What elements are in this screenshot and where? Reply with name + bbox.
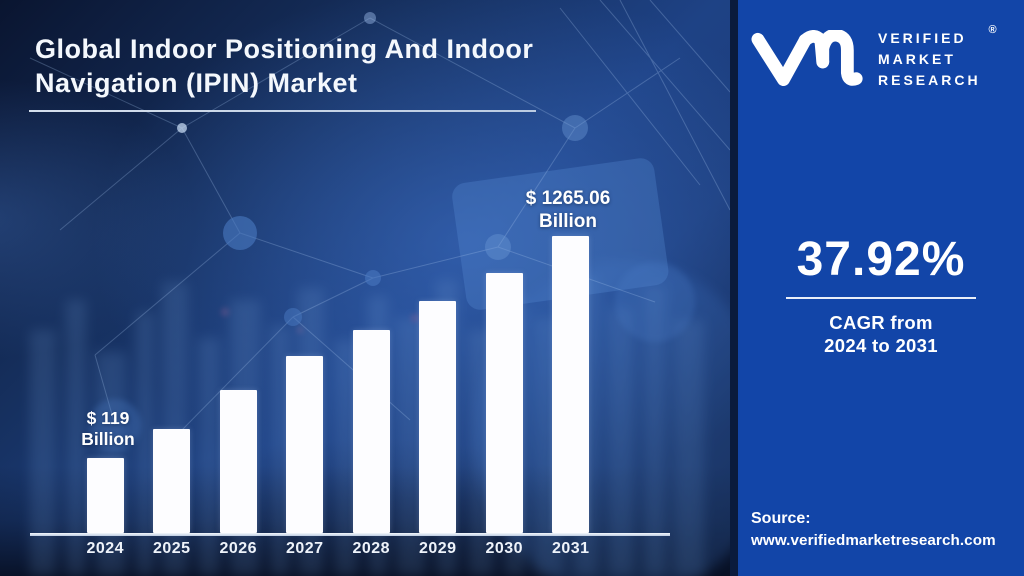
- source-block: Source: www.verifiedmarketresearch.com: [751, 508, 996, 552]
- data-label-2031-value: $ 1265.06: [525, 188, 611, 209]
- data-label-2024-value: $ 119: [86, 408, 130, 428]
- stats-panel: VERIFIED MARKET RESEARCH ® 37.92% CAGR f…: [738, 0, 1024, 576]
- cagr-caption-line1: CAGR from: [829, 312, 933, 333]
- page-title-line2: Navigation (IPIN) Market: [35, 68, 358, 98]
- bar-series: [72, 236, 604, 533]
- bar-2026: [219, 390, 257, 533]
- axis-label-2024: 2024: [86, 540, 125, 557]
- axis-label-2028: 2028: [352, 540, 391, 557]
- vm-monogram-icon: [751, 30, 863, 86]
- section-divider: [730, 0, 738, 576]
- registered-trademark-icon: ®: [988, 24, 997, 36]
- bar-2027: [286, 356, 324, 533]
- axis-label-2029: 2029: [418, 540, 457, 557]
- title-underline: [29, 110, 536, 112]
- axis-labels: 2024 2025 2026 2027 2028 2029 2030 2031: [72, 540, 604, 558]
- tablet-shape: [452, 158, 669, 310]
- data-label-2024: $ 119 Billion: [46, 408, 170, 450]
- bar-2031: [552, 236, 590, 533]
- bar-slot: [272, 356, 339, 533]
- axis-label-2031: 2031: [551, 540, 590, 557]
- bar-2025: [153, 429, 191, 533]
- data-label-2024-unit: Billion: [81, 429, 135, 449]
- bar-slot: [471, 273, 538, 533]
- brand-name-line3: RESEARCH: [878, 72, 981, 88]
- bar-slot: [139, 429, 206, 533]
- brand-name-line1: VERIFIED: [878, 30, 967, 46]
- bar-2030: [485, 273, 523, 533]
- bar-slot: [538, 236, 605, 533]
- bar-slot: [405, 301, 472, 533]
- data-label-2031-unit: Billion: [538, 211, 598, 232]
- axis-label-2025: 2025: [152, 540, 191, 557]
- axis-label-2027: 2027: [285, 540, 324, 557]
- brand-logo: VERIFIED MARKET RESEARCH ®: [751, 24, 997, 91]
- bar-slot: [205, 390, 272, 533]
- cagr-block: 37.92% CAGR from 2024 to 2031: [738, 234, 1024, 357]
- axis-label-2026: 2026: [219, 540, 258, 557]
- brand-name: VERIFIED MARKET RESEARCH ®: [878, 24, 997, 91]
- network-lines: [29, 0, 730, 433]
- bar-2028: [352, 330, 390, 533]
- bar-2029: [419, 301, 457, 533]
- bar-2024: [86, 458, 124, 533]
- source-url: www.verifiedmarketresearch.com: [751, 532, 996, 549]
- data-label-2031: $ 1265.06 Billion: [494, 187, 642, 233]
- source-label: Source:: [751, 510, 811, 527]
- brand-name-line2: MARKET: [878, 51, 956, 67]
- chart-section: Global Indoor Positioning And Indoor Nav…: [0, 0, 730, 576]
- cagr-caption: CAGR from 2024 to 2031: [738, 311, 1024, 357]
- network-nodes: [89, 12, 588, 451]
- axis-label-2030: 2030: [485, 540, 524, 557]
- x-axis-line: [30, 533, 670, 536]
- cagr-caption-line2: 2024 to 2031: [824, 335, 938, 356]
- bar-slot: [338, 330, 405, 533]
- cagr-value: 37.92%: [796, 233, 966, 286]
- bar-slot: [72, 458, 139, 533]
- page-title: Global Indoor Positioning And Indoor Nav…: [35, 32, 655, 100]
- cagr-underline: [786, 297, 976, 299]
- page-title-line1: Global Indoor Positioning And Indoor: [35, 34, 534, 64]
